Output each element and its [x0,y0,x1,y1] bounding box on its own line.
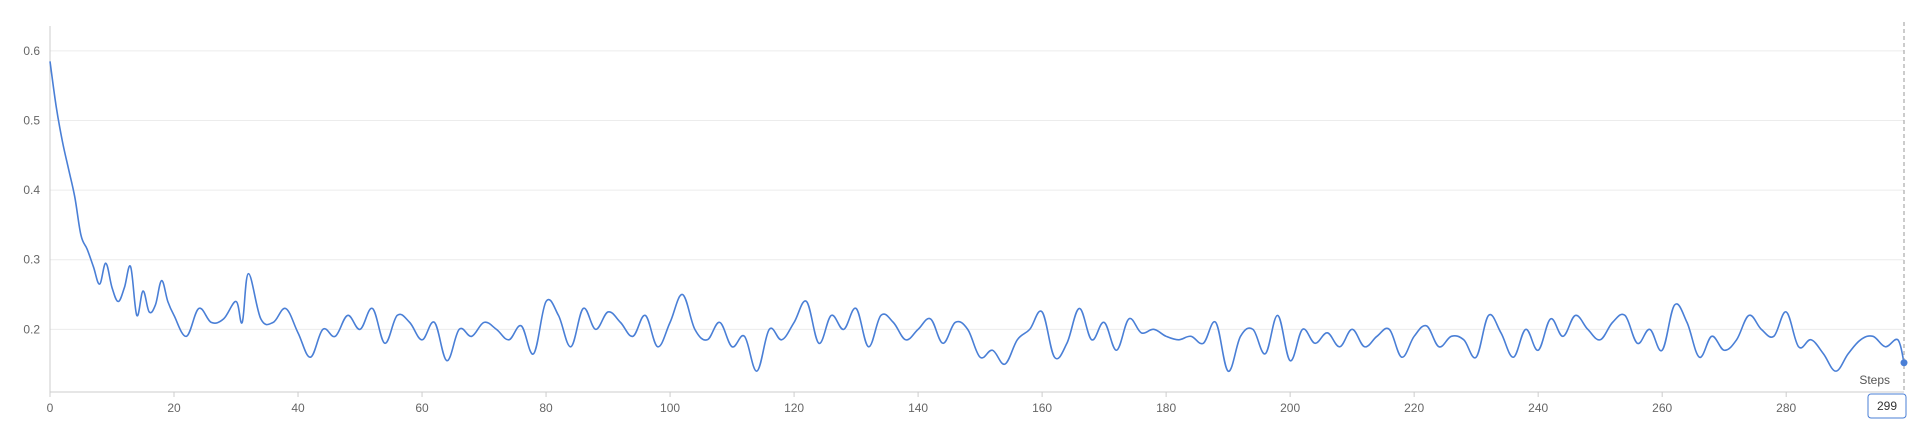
x-tick-label: 140 [908,401,928,415]
x-tick-label: 0 [47,401,54,415]
x-tick-label: 80 [539,401,553,415]
series-line [49,61,1905,372]
x-tick-label: 240 [1528,401,1548,415]
x-tick-label: 120 [784,401,804,415]
y-tick-label: 0.4 [23,183,40,197]
x-tick-label: 260 [1652,401,1672,415]
y-tick-label: 0.3 [23,253,40,267]
x-tick-label: 20 [167,401,181,415]
x-tick-label: 220 [1404,401,1424,415]
cursor-step-label: 299 [1877,399,1897,413]
x-tick-label: 100 [660,401,680,415]
x-axis-label: Steps [1859,373,1890,387]
x-tick-label: 60 [415,401,429,415]
grid [50,50,1904,330]
tick-labels: 0.2 0.3 0.4 0.5 0.6 0 20 40 60 80 100 120 140 160 180 2… [23,44,1796,415]
x-tick-label: 200 [1280,401,1300,415]
y-tick-label: 0.2 [23,322,40,336]
cursor-point [1900,359,1908,367]
series-layer [49,61,1905,372]
x-tick-label: 40 [291,401,305,415]
hover-cursor[interactable]: Steps 299 [1859,22,1908,419]
axes [49,26,1904,397]
x-tick-label: 180 [1156,401,1176,415]
y-tick-label: 0.6 [23,44,40,58]
x-tick-label: 280 [1776,401,1796,415]
cursor-step-badge [1867,393,1907,419]
x-tick-label: 160 [1032,401,1052,415]
y-tick-label: 0.5 [23,114,40,128]
